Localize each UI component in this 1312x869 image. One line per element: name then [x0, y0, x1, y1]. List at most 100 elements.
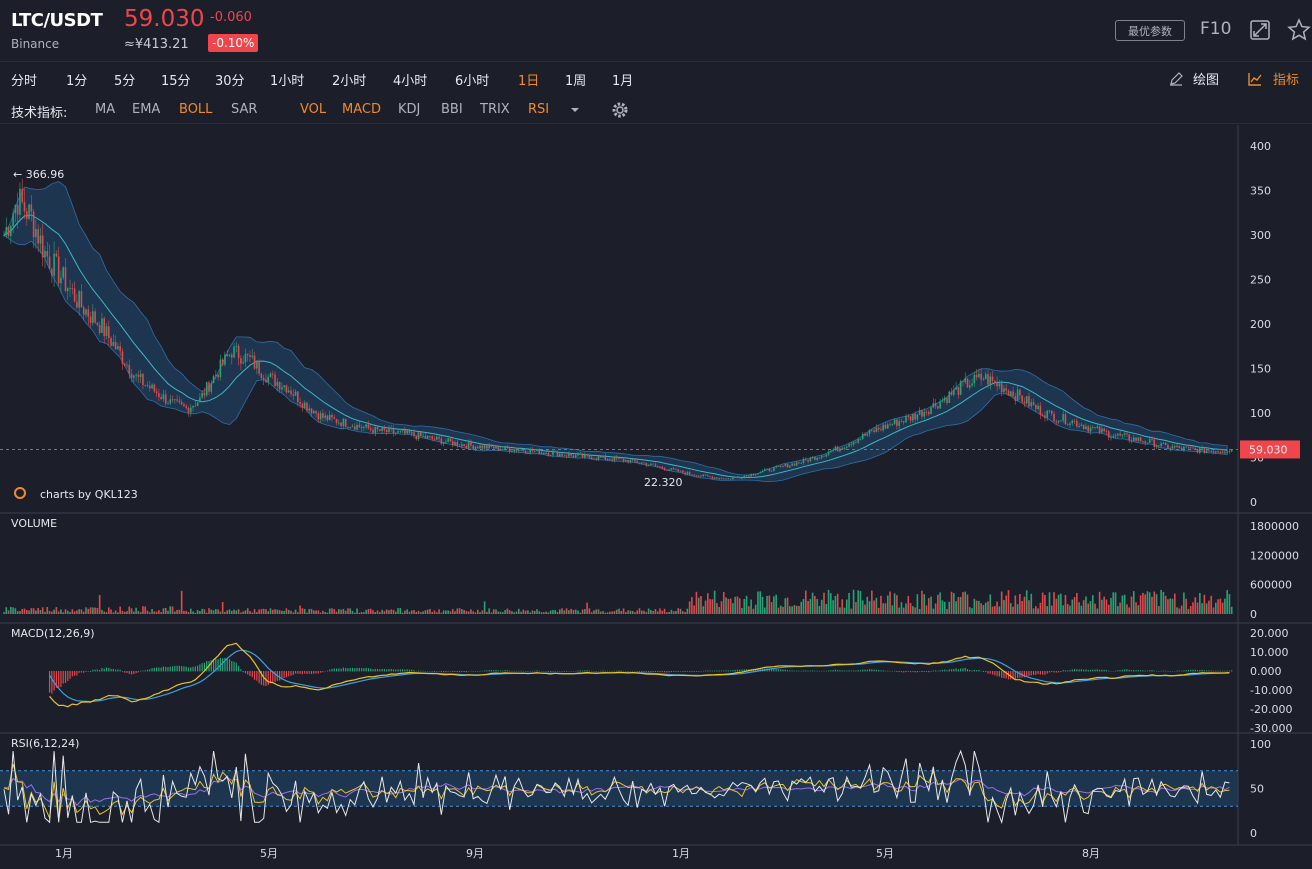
draw-tool-button[interactable]: 绘图: [1193, 73, 1220, 88]
volume-bar: [659, 608, 661, 614]
candle: [643, 462, 645, 464]
macd-bar: [670, 671, 672, 673]
volume-bar: [902, 607, 905, 614]
macd-bar: [329, 669, 331, 672]
indicator-kdj[interactable]: KDJ: [398, 102, 421, 117]
volume-bar: [128, 606, 131, 614]
favorite-star-icon[interactable]: [1287, 18, 1311, 42]
candle: [440, 438, 443, 444]
macd-bar: [775, 669, 777, 672]
indicator-sar[interactable]: SAR: [231, 102, 258, 117]
candle: [807, 459, 809, 462]
indicator-macd[interactable]: MACD: [342, 102, 381, 117]
macd-bar: [181, 666, 183, 672]
candle: [1230, 449, 1233, 452]
chevron-down-icon[interactable]: [570, 106, 580, 114]
period-tab-0[interactable]: 分时: [11, 74, 38, 89]
period-tab-5[interactable]: 1小时: [270, 74, 305, 89]
indicator-bbi[interactable]: BBI: [441, 102, 463, 117]
volume-bar: [394, 611, 397, 614]
volume-bar: [1037, 608, 1039, 614]
volume-bar: [474, 612, 477, 614]
candle: [1039, 405, 1042, 415]
macd-bar: [789, 670, 791, 672]
indicator-rsi[interactable]: RSI: [528, 102, 550, 117]
candle: [850, 444, 853, 446]
candle: [845, 446, 848, 448]
candle: [135, 374, 137, 376]
period-tab-11[interactable]: 1月: [612, 74, 634, 89]
indicator-boll[interactable]: BOLL: [179, 102, 213, 117]
candle: [841, 448, 844, 450]
period-bar: [0, 62, 1312, 94]
volume-bar: [158, 610, 160, 614]
candle: [260, 373, 263, 379]
macd-bar: [1117, 670, 1119, 672]
candle: [1153, 439, 1156, 447]
indicator-vol[interactable]: VOL: [300, 102, 327, 117]
candle: [688, 472, 691, 475]
volume-bar: [654, 609, 657, 614]
period-tab-1[interactable]: 1分: [66, 74, 88, 89]
candle: [513, 449, 516, 452]
candle: [1082, 424, 1085, 430]
macd-bar: [786, 670, 789, 672]
candle: [1212, 451, 1215, 453]
indicator-trix[interactable]: TRIX: [480, 102, 510, 117]
macd-bar: [124, 671, 126, 673]
volume-bar: [1167, 599, 1169, 614]
f10-button[interactable]: F10: [1200, 19, 1232, 39]
volume-bar: [962, 592, 964, 614]
indicator-ema[interactable]: EMA: [132, 102, 161, 117]
macd-bar: [994, 671, 996, 676]
candle: [349, 427, 352, 428]
period-tab-10[interactable]: 1周: [565, 74, 587, 89]
volume-bar: [388, 610, 390, 614]
period-tab-2[interactable]: 5分: [114, 74, 136, 89]
optimal-params-button[interactable]: 最优参数: [1115, 20, 1185, 41]
volume-bar: [620, 610, 623, 614]
period-tab-4[interactable]: 30分: [215, 74, 245, 89]
gear-icon[interactable]: [611, 101, 629, 119]
macd-bar: [629, 671, 631, 672]
volume-bar: [481, 610, 484, 614]
candle: [716, 477, 718, 479]
candle: [342, 418, 345, 426]
period-tab-8[interactable]: 6小时: [455, 74, 490, 89]
candle: [1199, 448, 1201, 453]
indicator-tool-button[interactable]: 指标: [1273, 73, 1300, 88]
volume-bar: [959, 596, 962, 614]
volume-bar: [71, 609, 74, 614]
period-tab-3[interactable]: 15分: [161, 74, 191, 89]
fullscreen-icon[interactable]: [1250, 20, 1270, 40]
period-tab-9[interactable]: 1日: [518, 74, 540, 89]
macd-bar: [998, 671, 1000, 677]
period-tab-6[interactable]: 2小时: [332, 74, 367, 89]
candle: [390, 427, 393, 429]
period-tab-7[interactable]: 4小时: [393, 74, 428, 89]
candle: [659, 466, 661, 468]
volume-bar: [770, 602, 773, 614]
macd-bar: [142, 670, 144, 672]
candle: [768, 468, 771, 472]
volume-bar: [533, 610, 536, 614]
candle: [458, 446, 461, 447]
kline-chart[interactable]: 40035030025020015010050059.030← 366.9622…: [0, 125, 1312, 869]
macd-bar: [69, 671, 71, 679]
macd-bar: [837, 670, 839, 672]
volume-bar: [517, 608, 520, 614]
indicator-ma[interactable]: MA: [95, 102, 116, 117]
candle: [1167, 445, 1169, 449]
candle: [697, 475, 700, 477]
volume-bar: [383, 611, 386, 614]
macd-bar: [1187, 669, 1190, 672]
candle: [866, 434, 869, 436]
volume-bar: [971, 608, 973, 614]
candle: [422, 435, 424, 437]
candle: [855, 442, 857, 443]
volume-bar: [741, 607, 743, 614]
candle: [474, 446, 477, 449]
macd-bar: [572, 671, 575, 672]
volume-bar: [1178, 608, 1181, 614]
macd-bar: [201, 663, 203, 672]
